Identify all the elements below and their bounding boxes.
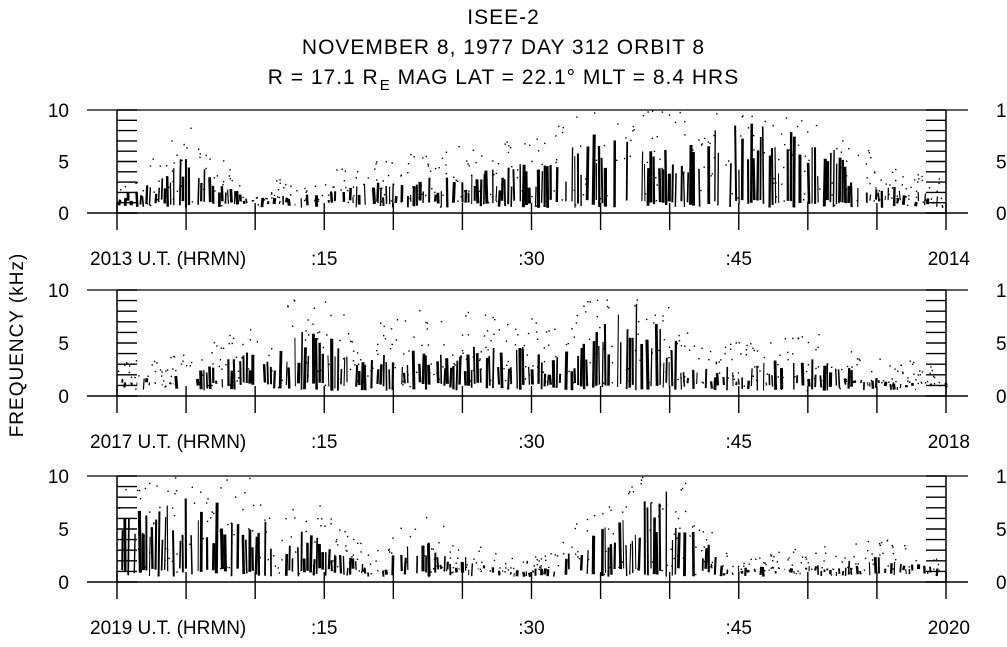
y-tick-label-right: 10 [996,101,1007,122]
y-tick-label-right: 10 [996,467,1007,488]
y-tick-label-left: 0 [58,387,69,408]
y-tick-label-right: 5 [996,153,1007,174]
orbit-lat-mlt-label: MAG LAT = 22.1° MLT = 8.4 HRS [390,66,740,89]
x-tick-label: 2017 U.T. (HRMN) [90,432,246,453]
x-tick-label: :30 [518,432,544,453]
y-tick-label-right: 0 [996,573,1007,594]
x-tick-label: :45 [726,618,752,639]
y-tick-label-right: 5 [996,520,1007,541]
y-tick-label-left: 5 [58,153,69,174]
y-tick-label-right: 0 [996,387,1007,408]
y-tick-label-right: 5 [996,334,1007,355]
x-tick-label: :45 [726,432,752,453]
emission-streaks-panel-3 [118,476,941,578]
y-tick-label-left: 10 [48,101,69,122]
x-tick-label: 2020 [928,618,970,639]
y-tick-label-left: 5 [58,520,69,541]
y-tick-label-right: 0 [996,204,1007,225]
x-tick-label: :15 [311,249,337,270]
y-tick-label-left: 0 [58,204,69,225]
emission-streaks-panel-1 [117,110,944,208]
x-tick-label: :15 [311,618,337,639]
x-tick-label: :30 [518,618,544,639]
x-tick-label: :15 [311,432,337,453]
figure-subtitle-orbit: R = 17.1 RE MAG LAT = 22.1° MLT = 8.4 HR… [0,66,1007,94]
figure-title: ISEE-2 [467,6,540,29]
figure-subtitle-date: NOVEMBER 8, 1977 DAY 312 ORBIT 8 [301,36,706,59]
emission-streaks-panel-2 [117,299,948,392]
x-tick-label: :45 [726,249,752,270]
orbit-radius-label: R = 17.1 R [267,66,379,89]
x-tick-label: 2019 U.T. (HRMN) [90,618,246,639]
y-tick-label-left: 5 [58,334,69,355]
x-tick-label: 2014 [928,249,971,270]
y-tick-label-left: 0 [58,573,69,594]
x-tick-label: 2013 U.T. (HRMN) [90,249,246,270]
y-tick-label-left: 10 [48,467,69,488]
x-tick-label: 2018 [928,432,970,453]
y-tick-label-right: 10 [996,281,1007,302]
orbit-radius-subscript: E [379,77,391,94]
x-tick-label: :30 [518,249,544,270]
y-tick-label-left: 10 [48,281,69,302]
